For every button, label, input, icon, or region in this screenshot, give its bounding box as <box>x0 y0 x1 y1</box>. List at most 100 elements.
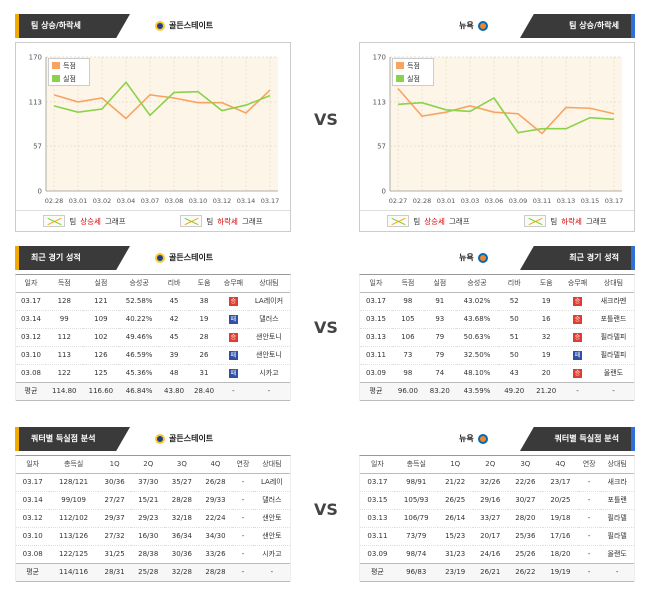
table-cell: 128 <box>45 292 83 311</box>
x-tick-label: 02.28 <box>413 197 432 203</box>
table-cell: 112 <box>45 328 83 347</box>
team-name: 골든스테이트 <box>155 246 213 270</box>
table-cell: 38 <box>189 292 219 311</box>
average-cell: 21.20 <box>530 381 563 401</box>
column-header: 연장 <box>577 456 601 474</box>
team-label: 골든스테이트 <box>169 434 214 443</box>
table-cell: 새크라멘 <box>592 292 634 311</box>
table-cell: 샌안토니 <box>247 328 290 347</box>
y-tick-label: 57 <box>33 143 42 151</box>
table-cell: 패 <box>218 346 248 365</box>
table-cell: 승 <box>562 364 593 383</box>
table-row: 03.17 128/121 30/36 37/30 35/27 26/28- LA레이 <box>16 473 290 492</box>
fall-graph-link[interactable]: 팀 하락세 그래프 <box>524 215 607 227</box>
table-cell: 30/36 <box>97 473 132 492</box>
table-cell: 48.10% <box>455 364 499 383</box>
table-cell: 33/27 <box>472 509 508 528</box>
average-cell: 26/22 <box>507 562 543 582</box>
table-cell: 25/36 <box>507 527 543 546</box>
table-cell: 시카고 <box>247 364 290 383</box>
table-cell: 15/23 <box>437 527 473 546</box>
column-header: 승무패 <box>218 275 248 293</box>
team-label: 뉴욕 <box>459 253 474 262</box>
average-row: 평균 114.80 116.60 46.84% 43.80 28.40- - <box>16 381 290 401</box>
gsw-quarter-panel: 쿼터별 득실점 분석 골든스테이트 일자 총득실 1Q 2Q 3Q 4Q 연장 상대팀 03.… <box>15 427 291 582</box>
table-cell: 32 <box>530 328 563 347</box>
table-cell: 필라델피 <box>592 328 634 347</box>
table-cell: 45 <box>159 292 190 311</box>
table-cell: 03.17 <box>360 473 395 492</box>
table-cell: 30/27 <box>507 491 543 510</box>
average-cell: - <box>247 381 290 401</box>
score-swatch-icon <box>396 62 404 69</box>
x-tick-label: 03.13 <box>557 197 576 203</box>
x-tick-label: 03.06 <box>485 197 504 203</box>
x-tick-label: 03.17 <box>261 197 280 203</box>
rise-graph-link[interactable]: 팀 상승세 그래프 <box>387 215 470 227</box>
recent-title: 최근 경기 성적 <box>15 246 130 270</box>
table-cell: 29/23 <box>131 509 166 528</box>
column-header: 실점 <box>82 275 120 293</box>
table-cell: 03.08 <box>16 545 50 564</box>
nyk-logo-icon <box>477 434 488 444</box>
table-cell: 샌안토 <box>253 527 290 546</box>
quarter-table-wrap: 일자 총득실 1Q 2Q 3Q 4Q 연장 상대팀 03.17 98/91 21/22 32/26 2… <box>359 455 635 582</box>
table-cell: 03.17 <box>16 292 46 311</box>
table-cell: 03.12 <box>16 509 50 528</box>
average-cell: - <box>232 562 254 582</box>
table-cell: - <box>232 473 254 492</box>
table-cell: 31/23 <box>437 545 473 564</box>
table-cell: 29/33 <box>198 491 233 510</box>
table-row: 03.11 73/79 15/23 20/17 25/36 17/16- 필라델 <box>360 527 634 546</box>
average-cell: 28/28 <box>198 562 233 582</box>
average-cell: 96/83 <box>394 562 438 582</box>
chart-legend: 득점 실점 <box>392 58 434 86</box>
vs-label: VS <box>314 110 338 129</box>
table-cell: - <box>232 527 254 546</box>
table-cell: - <box>577 491 601 510</box>
table-cell: 댈러스 <box>253 491 290 510</box>
column-header: 일자 <box>16 275 46 293</box>
average-cell: - <box>577 562 601 582</box>
table-cell: 33/26 <box>198 545 233 564</box>
average-row: 평균 96/83 23/19 26/21 26/22 19/19- - <box>360 562 634 582</box>
x-tick-label: 03.02 <box>93 197 112 203</box>
table-cell: 29/37 <box>97 509 132 528</box>
rise-graph-link[interactable]: 팀 상승세 그래프 <box>43 215 126 227</box>
column-header: 승성공 <box>455 275 499 293</box>
table-cell: 포틀랜드 <box>592 310 634 329</box>
table-cell: 128/121 <box>49 473 98 492</box>
table-cell: - <box>577 473 601 492</box>
table-cell: 52 <box>498 292 531 311</box>
table-cell: 105 <box>391 310 424 329</box>
trend-header: 팀 상승/하락세 골든스테이트 <box>15 14 291 38</box>
link-suffix: 그래프 <box>448 216 470 226</box>
legend-score: 득점 <box>49 59 89 72</box>
link-highlight: 하락세 <box>217 216 238 226</box>
table-cell: 39 <box>159 346 190 365</box>
nyk-trend-panel: 뉴욕 팀 상승/하락세 170 113 57 0 02.27 02.28 03.01 03.0… <box>359 14 635 232</box>
table-cell: 50.63% <box>455 328 499 347</box>
fall-graph-link[interactable]: 팀 하락세 그래프 <box>180 215 263 227</box>
table-cell: 26/25 <box>437 491 473 510</box>
column-header: 1Q <box>97 456 132 474</box>
table-row: 03.08 122 125 45.36% 48 31 패 시카고 <box>16 364 290 383</box>
table-cell: 올랜도 <box>592 364 634 383</box>
table-cell: 댈러스 <box>247 310 290 329</box>
link-prefix: 팀 <box>413 216 421 226</box>
link-highlight: 하락세 <box>561 216 582 226</box>
table-cell: 샌안토니 <box>247 346 290 365</box>
table-header-row: 일자 득점 실점 승성공 리바 도움 승무패 상대팀 <box>16 275 290 293</box>
table-cell: 112/102 <box>49 509 98 528</box>
table-cell: 105/93 <box>394 491 438 510</box>
table-row: 03.12 112 102 49.46% 45 28 승 샌안토니 <box>16 328 290 347</box>
column-header: 리바 <box>159 275 190 293</box>
x-tick-label: 03.17 <box>605 197 624 203</box>
x-tick-label: 03.08 <box>165 197 184 203</box>
gsw-logo-icon <box>155 21 165 31</box>
average-cell: 49.20 <box>498 381 531 401</box>
x-tick-label: 03.14 <box>237 197 256 203</box>
average-cell: 114/116 <box>49 562 98 582</box>
table-cell: 승 <box>562 292 593 311</box>
result-badge: 패 <box>228 368 238 378</box>
